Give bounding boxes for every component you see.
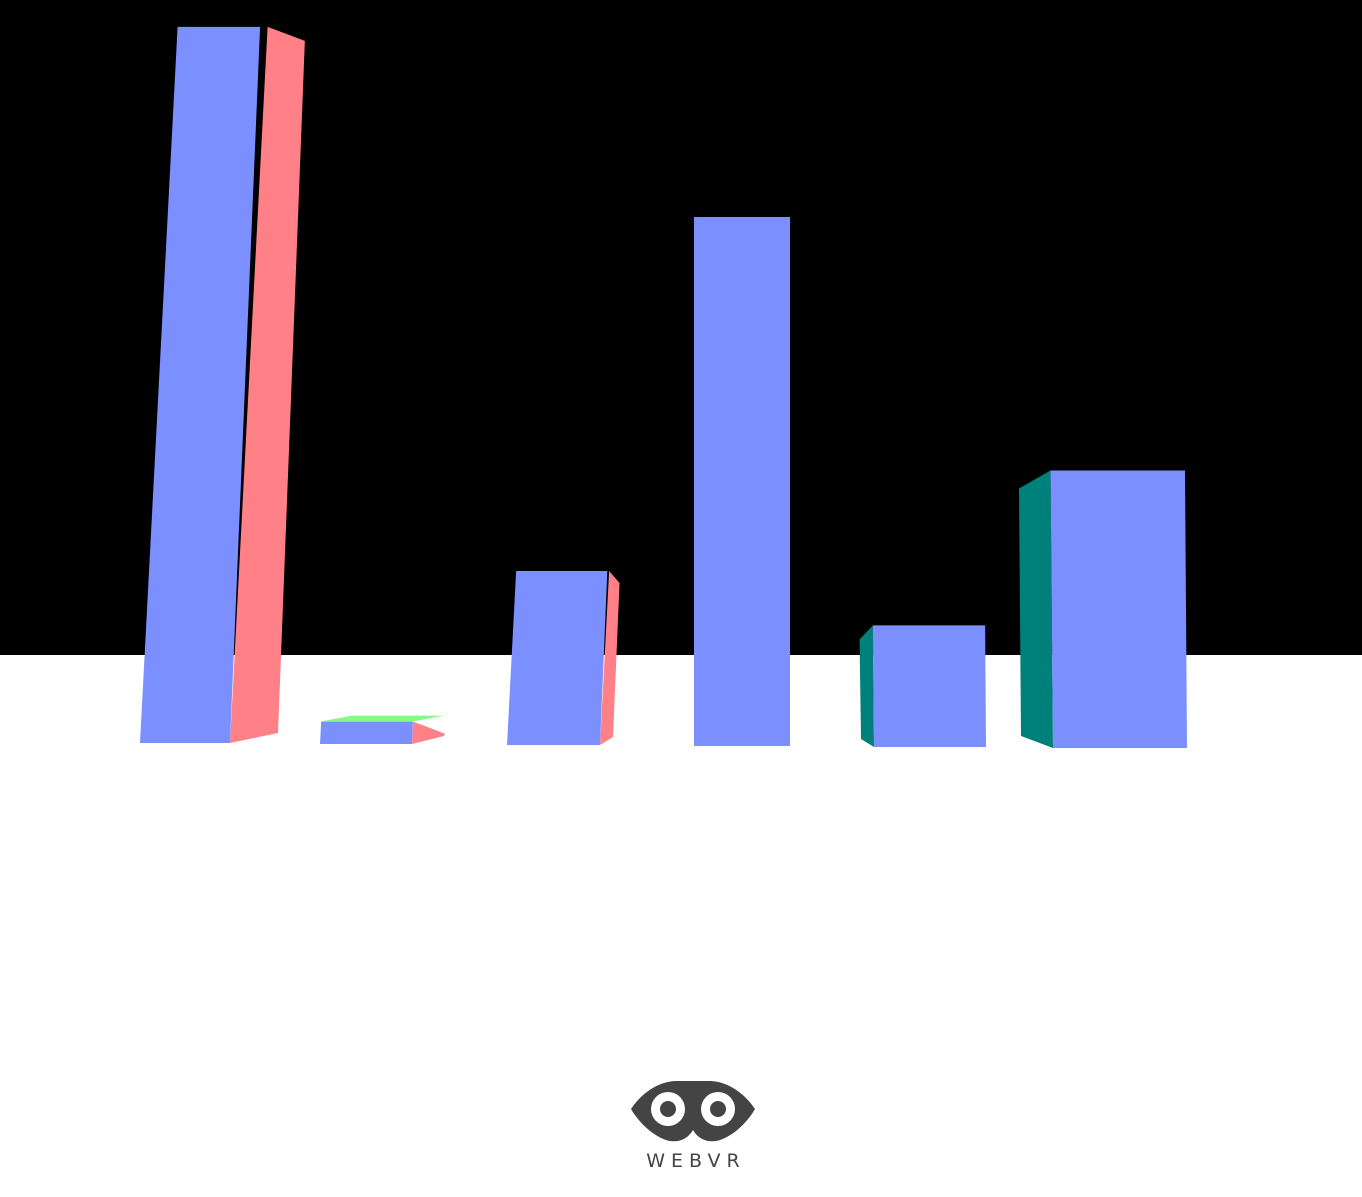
webvr-goggles-icon bbox=[631, 1081, 755, 1142]
bar-6-left-face bbox=[1018, 470, 1053, 748]
bar-5-left-face bbox=[859, 625, 874, 747]
bar-group bbox=[140, 26, 1187, 748]
bar-3-front-face bbox=[507, 571, 608, 745]
enter-vr-button[interactable]: WEBVR bbox=[621, 1076, 765, 1180]
bar-2-top-face bbox=[320, 715, 444, 722]
bar-2-front-face bbox=[320, 721, 413, 744]
webvr-label: WEBVR bbox=[646, 1150, 746, 1172]
bar-4-front-face bbox=[694, 217, 790, 747]
bar-5-front-face bbox=[872, 625, 986, 747]
bar-2-right-face bbox=[412, 721, 445, 744]
bar-6-front-face bbox=[1050, 470, 1187, 748]
bar-3-right-face bbox=[600, 571, 620, 745]
bar-1-right-face bbox=[230, 26, 305, 743]
bar-1-front-face bbox=[140, 26, 261, 743]
